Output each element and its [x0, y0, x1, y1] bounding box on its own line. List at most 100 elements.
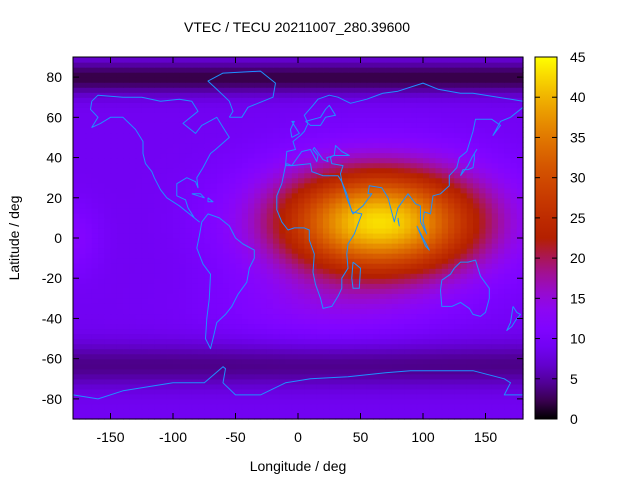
heatmap-cell: [385, 192, 393, 199]
heatmap-cell: [191, 197, 199, 204]
heatmap-cell: [310, 403, 318, 410]
heatmap-cell: [98, 212, 105, 219]
heatmap-cell: [316, 348, 324, 355]
heatmap-cell: [216, 358, 224, 365]
heatmap-cell: [110, 182, 118, 189]
heatmap-cell: [110, 172, 118, 179]
heatmap-cell: [248, 152, 255, 159]
heatmap-cell: [460, 308, 468, 315]
heatmap-cell: [241, 393, 249, 400]
heatmap-cell: [160, 97, 168, 103]
heatmap-cell: [448, 147, 455, 154]
heatmap-cell: [498, 197, 505, 204]
heatmap-cell: [366, 408, 374, 415]
heatmap-cell: [373, 323, 380, 330]
heatmap-cell: [166, 127, 174, 134]
heatmap-cell: [98, 258, 105, 264]
heatmap-cell: [223, 142, 230, 149]
heatmap-cell: [279, 72, 287, 78]
heatmap-cell: [91, 122, 99, 128]
heatmap-cell: [335, 97, 343, 103]
heatmap-cell: [441, 102, 449, 108]
heatmap-cell: [123, 253, 130, 259]
heatmap-cell: [179, 358, 187, 365]
heatmap-cell: [404, 222, 412, 229]
heatmap-cell: [460, 403, 468, 410]
heatmap-cell: [104, 192, 112, 199]
heatmap-cell: [385, 187, 393, 194]
heatmap-cell: [91, 413, 99, 420]
heatmap-cell: [298, 152, 305, 159]
heatmap-cell: [373, 248, 380, 254]
heatmap-cell: [385, 97, 393, 103]
heatmap-cell: [329, 413, 337, 420]
heatmap-cell: [273, 368, 280, 375]
heatmap-cell: [316, 253, 324, 259]
heatmap-cell: [473, 378, 480, 385]
heatmap-cell: [429, 353, 437, 360]
heatmap-cell: [248, 222, 255, 229]
heatmap-cell: [241, 308, 249, 315]
heatmap-cell: [210, 313, 218, 320]
heatmap-cell: [166, 288, 174, 294]
heatmap-cell: [516, 177, 524, 184]
heatmap-cell: [204, 222, 212, 229]
heatmap-cell: [310, 192, 318, 199]
heatmap-cell: [185, 238, 193, 244]
heatmap-cell: [391, 383, 399, 390]
heatmap-cell: [454, 288, 462, 294]
heatmap-cell: [235, 243, 243, 249]
heatmap-cell: [391, 268, 399, 274]
heatmap-cell: [166, 308, 174, 315]
heatmap-cell: [273, 122, 280, 128]
heatmap-cell: [254, 308, 262, 315]
heatmap-cell: [335, 248, 343, 254]
heatmap-cell: [391, 338, 399, 345]
heatmap-cell: [448, 408, 455, 415]
heatmap-cell: [504, 408, 512, 415]
heatmap-cell: [335, 288, 343, 294]
heatmap-cell: [85, 122, 93, 128]
heatmap-cell: [254, 253, 262, 259]
heatmap-cell: [460, 77, 468, 83]
heatmap-cell: [373, 358, 380, 365]
heatmap-cell: [473, 217, 480, 224]
heatmap-cell: [473, 363, 480, 370]
heatmap-cell: [360, 212, 368, 219]
heatmap-cell: [485, 278, 493, 284]
heatmap-cell: [116, 398, 124, 405]
heatmap-cell: [341, 157, 349, 164]
heatmap-cell: [466, 318, 474, 325]
heatmap-cell: [85, 283, 93, 289]
heatmap-cell: [223, 82, 230, 88]
heatmap-cell: [466, 248, 474, 254]
heatmap-cell: [391, 232, 399, 239]
heatmap-cell: [85, 333, 93, 340]
heatmap-cell: [254, 293, 262, 299]
heatmap-cell: [348, 313, 355, 320]
heatmap-cell: [248, 333, 255, 340]
heatmap-cell: [166, 338, 174, 345]
heatmap-cell: [460, 408, 468, 415]
heatmap-cell: [366, 298, 374, 304]
heatmap-cell: [160, 212, 168, 219]
heatmap-cell: [473, 383, 480, 390]
heatmap-cell: [173, 343, 180, 350]
heatmap-cell: [254, 348, 262, 355]
heatmap-cell: [204, 313, 212, 320]
heatmap-cell: [329, 238, 337, 244]
heatmap-cell: [391, 298, 399, 304]
heatmap-cell: [260, 368, 268, 375]
heatmap-cell: [266, 308, 274, 315]
heatmap-cell: [373, 192, 380, 199]
heatmap-cell: [423, 353, 430, 360]
heatmap-cell: [166, 408, 174, 415]
heatmap-cell: [441, 403, 449, 410]
heatmap-cell: [435, 358, 443, 365]
heatmap-cell: [179, 157, 187, 164]
heatmap-cell: [341, 273, 349, 279]
heatmap-cell: [229, 323, 237, 330]
heatmap-cell: [241, 413, 249, 420]
heatmap-cell: [310, 348, 318, 355]
heatmap-cell: [373, 147, 380, 154]
